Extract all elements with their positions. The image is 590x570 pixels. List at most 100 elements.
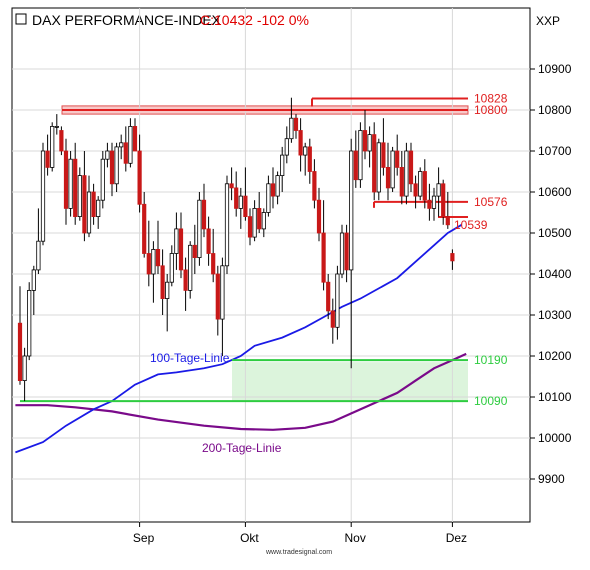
y-tick-label: 10900 <box>538 62 572 76</box>
candle-body <box>119 142 124 148</box>
candle-body <box>362 130 368 152</box>
candle-body <box>201 199 207 230</box>
candle-body <box>77 175 82 218</box>
candle-body <box>252 207 257 238</box>
y-tick-label: 9900 <box>538 472 565 486</box>
candle-body <box>165 281 170 300</box>
level-label-10576: 10576 <box>474 195 508 209</box>
x-tick-label: Okt <box>240 531 259 545</box>
x-tick-label: Nov <box>345 531 366 545</box>
candle-body <box>321 232 326 283</box>
candle-body <box>68 158 73 209</box>
candle-body <box>385 166 391 189</box>
candle-body <box>229 183 234 189</box>
candle-body <box>63 150 69 209</box>
candle-body <box>303 146 308 156</box>
credit-text: www.tradesignal.com <box>265 549 332 556</box>
candle-body <box>349 150 354 271</box>
candle-body <box>390 150 395 189</box>
candle-body <box>270 183 276 197</box>
candle-body <box>261 212 266 230</box>
candle-body <box>192 244 197 259</box>
ma100-line <box>15 224 463 454</box>
candle-body <box>376 142 381 193</box>
candle-body <box>155 248 161 267</box>
candle-body <box>339 232 345 275</box>
candle-body <box>418 171 423 197</box>
candle-body <box>413 183 418 197</box>
y-tick-label: 10100 <box>538 390 572 404</box>
candle-body <box>109 150 115 185</box>
ma200-label: 200-Tage-Linie <box>202 441 282 455</box>
candle-body <box>353 150 358 181</box>
candle-body <box>293 117 299 131</box>
y-tick-label: 10300 <box>538 308 572 322</box>
candle-body <box>441 183 446 218</box>
y-tick-label: 10000 <box>538 431 572 445</box>
candle-body <box>316 199 322 234</box>
y-tick-label: 10800 <box>538 103 572 117</box>
candle-body <box>427 199 432 209</box>
level-label-10090: 10090 <box>474 394 508 408</box>
price-change: C:10432 -102 0% <box>200 12 309 28</box>
y-tick-label: 10600 <box>538 185 572 199</box>
candle-body <box>36 240 41 271</box>
candle-body <box>132 126 138 152</box>
grid-lines <box>12 8 530 522</box>
candle-body <box>399 166 404 197</box>
candle-body <box>243 195 248 218</box>
candle-body <box>247 216 253 238</box>
candle-body <box>100 158 105 201</box>
y-tick-label: 10700 <box>538 144 572 158</box>
candle-body <box>59 130 64 152</box>
ma200-line <box>15 352 467 431</box>
candle-body <box>40 150 46 242</box>
x-tick-label: Dez <box>446 531 467 545</box>
candle-body <box>174 228 179 254</box>
candle-body <box>330 310 335 328</box>
candle-body <box>206 228 211 254</box>
candle-body <box>50 126 55 168</box>
chart-title: DAX PERFORMANCE-INDEX <box>32 12 222 28</box>
support-zone <box>232 362 468 402</box>
candle-body <box>298 130 303 156</box>
candle-body <box>450 253 455 262</box>
candle-body <box>86 191 92 234</box>
chart-menu-icon[interactable] <box>15 13 27 25</box>
candle-body <box>280 154 285 177</box>
candle-body <box>431 195 437 209</box>
ma100-label: 100-Tage-Linie <box>150 351 230 365</box>
candle-body <box>27 289 32 357</box>
candle-body <box>73 158 78 217</box>
candle-body <box>335 273 340 328</box>
level-label-10539: 10539 <box>454 218 488 232</box>
candle-body <box>381 142 386 168</box>
candle-body <box>312 171 317 201</box>
candle-body <box>211 253 216 275</box>
candle-body <box>215 273 220 320</box>
candle-body <box>82 175 87 234</box>
candle-body <box>404 150 409 197</box>
candles <box>17 97 455 402</box>
candle-body <box>445 216 450 226</box>
candle-body <box>160 265 165 299</box>
candle-body <box>45 150 50 168</box>
level-label-10190: 10190 <box>474 353 508 367</box>
plot-area <box>11 7 531 523</box>
level-label-10828: 10828 <box>474 92 508 106</box>
candle-body <box>96 199 101 217</box>
candle-body <box>257 207 262 230</box>
candle-body <box>289 117 294 140</box>
y-tick-label: 10500 <box>538 226 572 240</box>
candle-body <box>224 183 230 267</box>
candle-body <box>22 355 27 382</box>
candle-body <box>284 138 289 156</box>
candle-body <box>197 199 202 258</box>
candle-body <box>91 191 96 218</box>
candle-body <box>128 126 133 164</box>
y-tick-label: 10400 <box>538 267 572 281</box>
candle-body <box>105 150 110 160</box>
candle-body <box>142 203 147 254</box>
candle-body <box>408 150 414 185</box>
